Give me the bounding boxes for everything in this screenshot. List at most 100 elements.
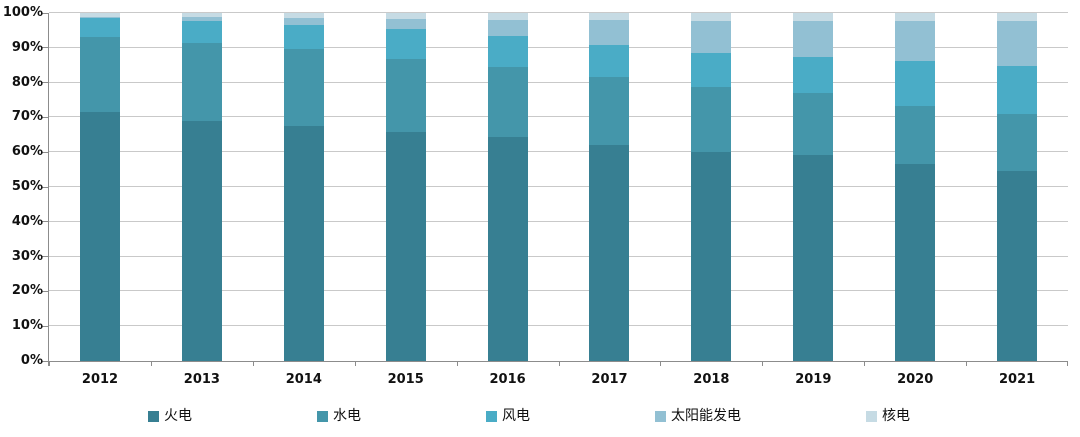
legend-item-核电: 核电 [866, 407, 910, 425]
bar-2018 [691, 13, 732, 361]
bar-2015 [385, 13, 426, 361]
bar-segment-太阳能发电 [487, 19, 528, 37]
y-tick-label: 100% [2, 5, 43, 20]
x-axis-tick [456, 361, 458, 366]
legend-marker-icon [148, 410, 159, 422]
legend-marker-icon [486, 410, 497, 422]
gridline [49, 220, 1068, 222]
y-tick-label: 60% [11, 144, 43, 160]
x-axis-label: 2020 [897, 372, 934, 387]
bar-segment-水电 [487, 67, 528, 138]
bar-segment-核电 [79, 13, 120, 17]
legend-item-风电: 风电 [486, 407, 530, 425]
y-axis-tick [42, 325, 48, 327]
bar-segment-核电 [997, 13, 1038, 21]
gridline [49, 116, 1068, 118]
bar-segment-风电 [487, 36, 528, 68]
bar-2012 [79, 13, 120, 361]
legend-label: 水电 [333, 408, 361, 424]
bar-segment-风电 [997, 65, 1038, 114]
plot-area [42, 12, 1068, 366]
x-axis-tick [558, 361, 560, 366]
x-axis-label: 2018 [693, 372, 730, 387]
legend-label: 风电 [502, 408, 530, 424]
y-axis-line [48, 13, 49, 366]
x-axis-label: 2021 [999, 372, 1036, 387]
bar-segment-核电 [589, 13, 630, 20]
bar-segment-火电 [997, 171, 1038, 361]
x-axis-tick [150, 361, 152, 366]
bar-segment-火电 [793, 154, 834, 361]
bar-segment-火电 [487, 137, 528, 361]
y-tick-label: 70% [11, 109, 43, 125]
bar-segment-水电 [385, 58, 426, 132]
bar-segment-太阳能发电 [181, 16, 222, 22]
y-axis-tick [42, 82, 48, 84]
y-axis-tick [42, 151, 48, 153]
bar-segment-水电 [79, 36, 120, 113]
gridline [49, 81, 1068, 83]
y-axis-tick [42, 47, 48, 49]
bar-segment-水电 [793, 93, 834, 155]
bar-2016 [487, 13, 528, 361]
bar-segment-火电 [895, 164, 936, 361]
y-axis-tick [42, 256, 48, 258]
bar-segment-核电 [487, 13, 528, 20]
bar-2013 [181, 13, 222, 361]
y-axis-tick [42, 290, 48, 292]
bar-segment-风电 [691, 53, 732, 88]
bar-segment-火电 [589, 144, 630, 361]
bar-segment-核电 [385, 13, 426, 20]
bar-segment-核电 [793, 13, 834, 22]
y-tick-label: 40% [11, 213, 43, 229]
x-axis-tick [1067, 361, 1068, 366]
x-axis-label: 2015 [387, 372, 424, 387]
legend-marker-icon [317, 410, 328, 422]
bar-segment-太阳能发电 [385, 19, 426, 30]
y-tick-label: 20% [11, 283, 43, 299]
x-axis-label: 2014 [285, 372, 322, 387]
y-axis-tick [42, 116, 48, 118]
legend-marker-icon [866, 410, 877, 422]
bar-2017 [589, 13, 630, 361]
y-tick-label: 10% [11, 318, 43, 334]
y-tick-label: 90% [11, 39, 43, 55]
bar-segment-太阳能发电 [895, 21, 936, 62]
x-axis-tick [762, 361, 764, 366]
y-tick-label: 80% [11, 74, 43, 90]
x-axis-label: 2013 [183, 372, 220, 387]
bar-segment-风电 [385, 29, 426, 59]
x-axis-label: 2016 [489, 372, 526, 387]
bar-segment-火电 [691, 151, 732, 361]
y-axis-tick [42, 221, 48, 223]
bar-segment-太阳能发电 [589, 19, 630, 46]
bar-segment-水电 [283, 49, 324, 127]
x-axis-tick [966, 361, 968, 366]
gridline [49, 290, 1068, 292]
x-axis-tick [49, 361, 50, 366]
bar-segment-风电 [589, 45, 630, 78]
bar-2019 [793, 13, 834, 361]
x-axis-tick [354, 361, 356, 366]
x-axis-tick [252, 361, 254, 366]
y-tick-label: 0% [20, 353, 43, 368]
y-tick-label: 50% [11, 179, 43, 194]
bar-segment-太阳能发电 [793, 21, 834, 57]
y-axis-tick [42, 186, 48, 188]
legend-item-水电: 水电 [317, 407, 361, 425]
legend-item-太阳能发电: 太阳能发电 [655, 407, 741, 425]
bar-segment-风电 [181, 21, 222, 43]
bar-segment-太阳能发电 [691, 21, 732, 54]
bar-segment-太阳能发电 [997, 20, 1038, 66]
bar-segment-水电 [895, 105, 936, 165]
y-tick-label: 30% [11, 248, 43, 264]
bar-segment-水电 [691, 87, 732, 152]
bar-segment-核电 [181, 13, 222, 17]
x-axis-tick [660, 361, 662, 366]
bar-segment-核电 [283, 13, 324, 19]
gridline [49, 151, 1068, 153]
bar-segment-太阳能发电 [283, 18, 324, 25]
bar-segment-火电 [79, 112, 120, 361]
bar-segment-风电 [793, 56, 834, 94]
bar-segment-核电 [691, 13, 732, 22]
